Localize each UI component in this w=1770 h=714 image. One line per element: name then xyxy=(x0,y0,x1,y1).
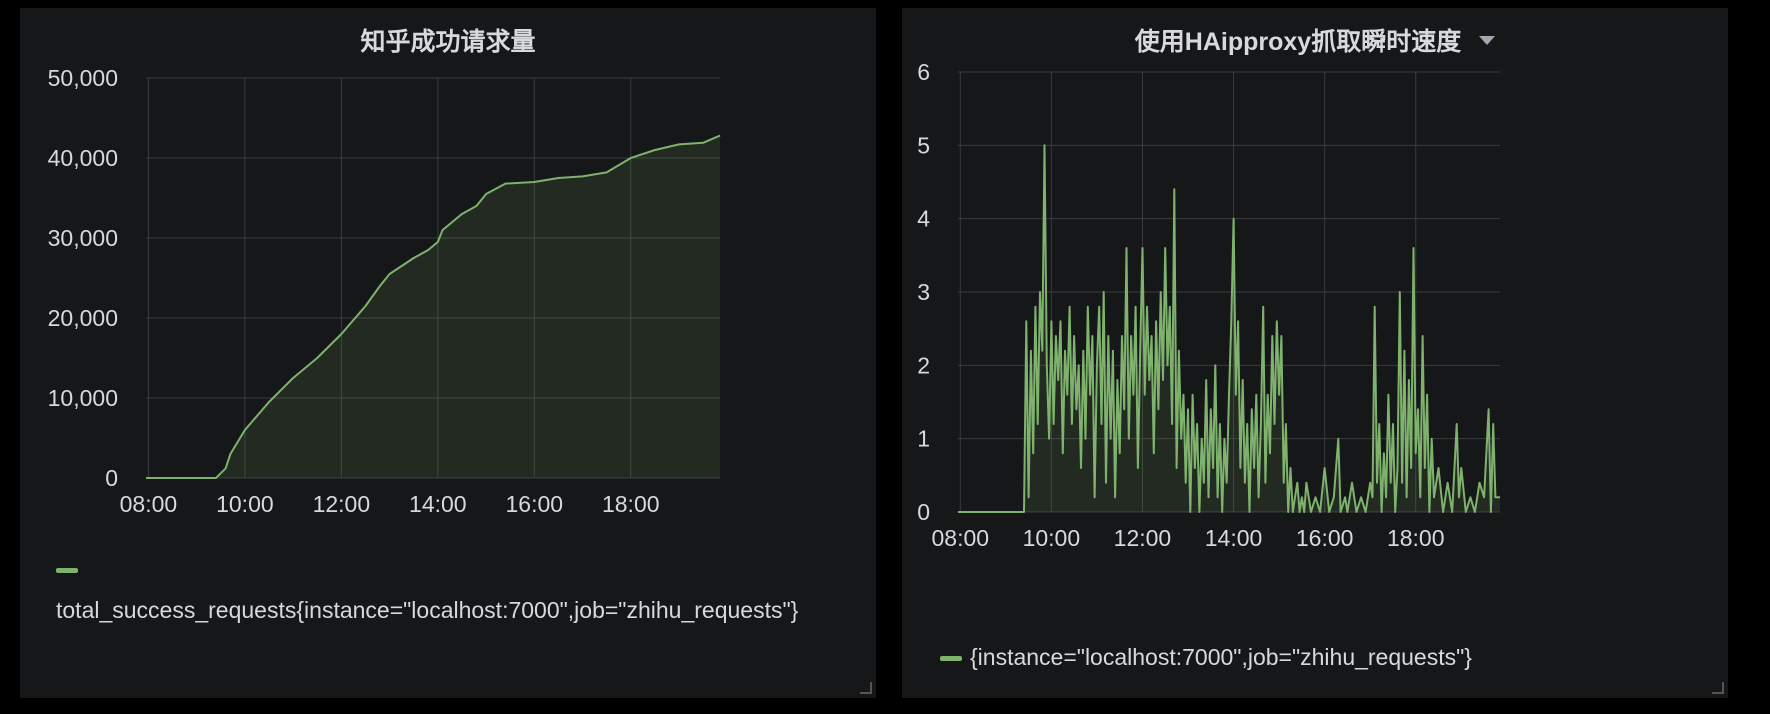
y-tick-label: 50,000 xyxy=(48,65,118,91)
panel-resize-handle[interactable] xyxy=(860,682,872,694)
x-tick-label: 10:00 xyxy=(216,491,274,517)
panel-resize-handle[interactable] xyxy=(1712,682,1724,694)
legend-swatch xyxy=(940,656,962,662)
y-tick-label: 20,000 xyxy=(48,305,118,331)
legend[interactable]: {instance="localhost:7000",job="zhihu_re… xyxy=(940,644,1472,671)
y-tick-label: 4 xyxy=(917,206,930,232)
y-tick-label: 3 xyxy=(917,279,930,305)
y-tick-label: 2 xyxy=(917,352,930,378)
legend-series-label[interactable]: {instance="localhost:7000",job="zhihu_re… xyxy=(970,644,1472,670)
x-tick-label: 16:00 xyxy=(506,491,564,517)
x-tick-label: 16:00 xyxy=(1296,525,1354,551)
panel-total-success-requests: 知乎成功请求量 0 10,000 20,000 30,000 40,000 50,000 0… xyxy=(20,8,876,698)
x-tick-label: 08:00 xyxy=(120,491,178,517)
y-tick-label: 10,000 xyxy=(48,385,118,411)
series-line xyxy=(958,144,1500,513)
y-tick-label: 6 xyxy=(917,59,930,85)
legend-swatch xyxy=(56,568,78,574)
x-tick-label: 10:00 xyxy=(1023,525,1081,551)
x-tick-label: 18:00 xyxy=(602,491,660,517)
series-area xyxy=(146,135,720,478)
y-tick-label: 40,000 xyxy=(48,145,118,171)
legend-series-label[interactable]: total_success_requests{instance="localho… xyxy=(56,597,799,623)
y-tick-label: 0 xyxy=(105,465,118,491)
x-tick-label: 14:00 xyxy=(1205,525,1263,551)
chevron-down-icon[interactable] xyxy=(1479,35,1496,45)
y-tick-label: 1 xyxy=(917,426,930,452)
panel-haipproxy-speed: 使用HAipproxy抓取瞬时速度 0 1 2 3 4 5 6 08:00 10:00 12:00… xyxy=(902,8,1728,698)
x-tick-label: 14:00 xyxy=(409,491,467,517)
legend[interactable]: total_success_requests{instance="localho… xyxy=(56,556,798,624)
y-tick-label: 30,000 xyxy=(48,225,118,251)
y-tick-label: 0 xyxy=(917,499,930,525)
chart-haipproxy-speed: 0 1 2 3 4 5 6 08:00 10:00 12:00 14:00 16:00 18:00 xyxy=(917,59,1500,551)
panel-title[interactable]: 知乎成功请求量 xyxy=(360,28,536,56)
panel-title[interactable]: 使用HAipproxy抓取瞬时速度 xyxy=(902,22,1728,58)
x-tick-label: 18:00 xyxy=(1387,525,1445,551)
chart-total-success-requests: 0 10,000 20,000 30,000 40,000 50,000 08:00 10:0… xyxy=(48,65,721,517)
panel-title-text: 使用HAipproxy抓取瞬时速度 xyxy=(1134,28,1462,56)
x-tick-label: 08:00 xyxy=(931,525,989,551)
series-line xyxy=(146,134,721,479)
x-tick-label: 12:00 xyxy=(1114,525,1172,551)
x-tick-label: 12:00 xyxy=(313,491,371,517)
y-tick-label: 5 xyxy=(917,132,930,158)
